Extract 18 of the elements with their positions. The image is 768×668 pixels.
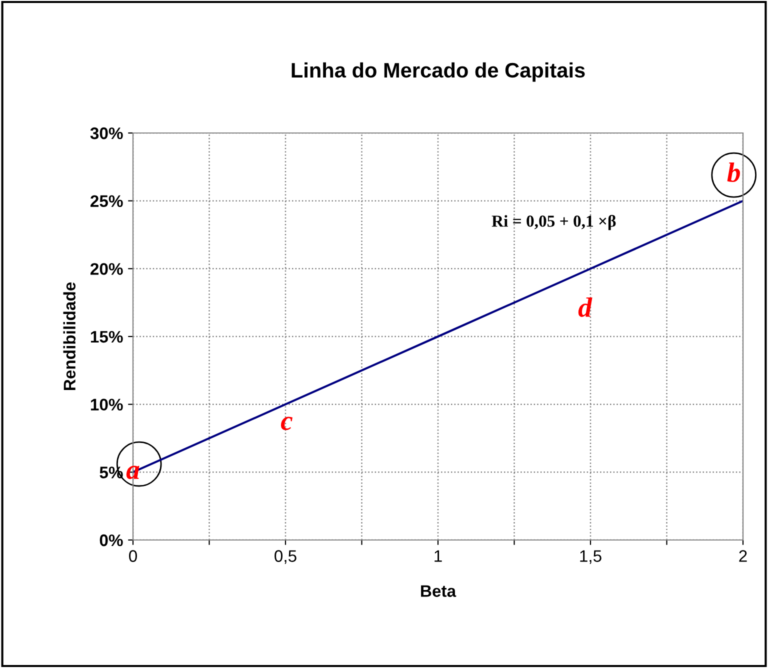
x-tick-label: 0,5 [274,550,296,564]
x-tick-label: 1,5 [580,550,602,564]
annotation: b [727,162,740,182]
y-tick-label: 25% [90,195,123,208]
y-tick-label: 30% [90,127,123,140]
y-tick-label: 15% [90,330,123,343]
y-axis-title: Rendibilidade [63,282,76,390]
x-tick-label: 2 [739,550,747,562]
x-tick-label: 1 [434,550,442,562]
x-axis-title: Beta [421,585,456,597]
annotation: Ri = 0,05 + 0,1 ×β [492,214,616,230]
x-tick-label: 0 [129,550,137,562]
y-tick-label: 0% [100,534,123,546]
y-tick-label: 20% [90,263,123,275]
annotation: c [280,416,292,430]
annotation: d [578,297,592,317]
y-tick-label: 10% [90,398,123,411]
chart-title: Linha do Mercado de Capitais [292,62,585,82]
